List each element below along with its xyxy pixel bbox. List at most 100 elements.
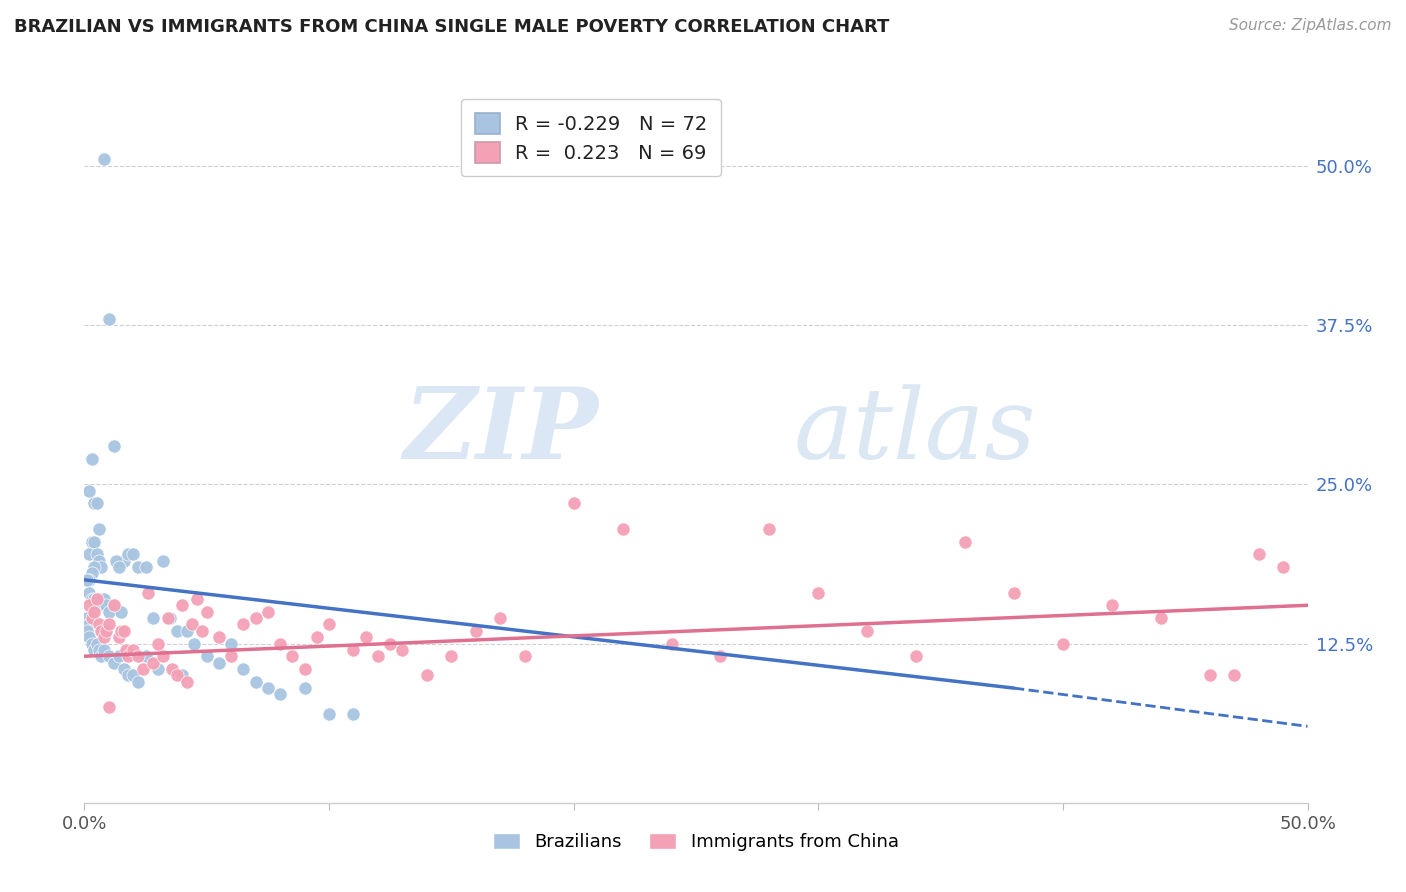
Point: [166, 668, 188, 682]
Point: [305, 630, 328, 644]
Point: [489, 611, 512, 625]
Text: ZIP: ZIP: [404, 384, 598, 480]
Point: [97, 649, 120, 664]
Point: [86, 496, 108, 510]
Point: [112, 554, 135, 568]
Point: [159, 611, 181, 625]
Point: [758, 522, 780, 536]
Point: [86, 636, 108, 650]
Point: [87, 554, 110, 568]
Point: [191, 624, 214, 638]
Point: [107, 630, 129, 644]
Point: [156, 611, 179, 625]
Point: [464, 624, 486, 638]
Point: [219, 636, 242, 650]
Point: [105, 554, 128, 568]
Point: [1052, 636, 1074, 650]
Point: [186, 591, 208, 606]
Point: [83, 643, 105, 657]
Point: [257, 681, 280, 695]
Point: [257, 605, 280, 619]
Point: [83, 560, 105, 574]
Point: [905, 649, 928, 664]
Point: [166, 624, 188, 638]
Point: [136, 585, 159, 599]
Point: [245, 674, 267, 689]
Point: [172, 599, 194, 613]
Point: [1150, 611, 1173, 625]
Point: [1198, 668, 1220, 682]
Point: [77, 617, 100, 632]
Point: [86, 591, 108, 606]
Point: [294, 681, 316, 695]
Point: [183, 636, 205, 650]
Point: [87, 522, 110, 536]
Legend: Brazilians, Immigrants from China: Brazilians, Immigrants from China: [486, 825, 905, 858]
Point: [269, 688, 291, 702]
Point: [1247, 547, 1270, 561]
Point: [110, 624, 132, 638]
Point: [80, 591, 103, 606]
Point: [93, 591, 115, 606]
Point: [181, 617, 204, 632]
Point: [127, 560, 149, 574]
Point: [83, 534, 105, 549]
Point: [112, 662, 135, 676]
Point: [96, 624, 118, 638]
Point: [83, 591, 105, 606]
Point: [117, 668, 139, 682]
Point: [103, 656, 125, 670]
Point: [93, 643, 115, 657]
Point: [77, 599, 100, 613]
Point: [80, 566, 103, 581]
Point: [87, 643, 110, 657]
Point: [77, 573, 100, 587]
Point: [127, 674, 149, 689]
Point: [87, 599, 110, 613]
Point: [76, 624, 98, 638]
Point: [90, 560, 112, 574]
Point: [354, 630, 377, 644]
Text: Source: ZipAtlas.com: Source: ZipAtlas.com: [1229, 18, 1392, 33]
Point: [440, 649, 463, 664]
Point: [380, 636, 402, 650]
Point: [135, 649, 157, 664]
Point: [122, 668, 145, 682]
Point: [110, 605, 132, 619]
Point: [391, 643, 413, 657]
Point: [162, 662, 184, 676]
Point: [219, 649, 242, 664]
Point: [1002, 585, 1025, 599]
Point: [97, 605, 120, 619]
Point: [208, 656, 231, 670]
Point: [294, 662, 316, 676]
Point: [127, 649, 149, 664]
Point: [152, 554, 174, 568]
Point: [80, 611, 103, 625]
Point: [90, 649, 112, 664]
Point: [90, 624, 112, 638]
Point: [146, 636, 169, 650]
Point: [97, 311, 120, 326]
Point: [80, 534, 103, 549]
Point: [612, 522, 634, 536]
Point: [96, 599, 118, 613]
Point: [103, 599, 125, 613]
Point: [86, 591, 108, 606]
Point: [103, 599, 125, 613]
Point: [93, 153, 115, 167]
Point: [132, 662, 155, 676]
Point: [195, 605, 218, 619]
Point: [142, 656, 165, 670]
Point: [77, 585, 100, 599]
Point: [807, 585, 830, 599]
Point: [97, 700, 120, 714]
Point: [117, 547, 139, 561]
Point: [83, 605, 105, 619]
Point: [122, 643, 145, 657]
Point: [172, 668, 194, 682]
Point: [232, 617, 254, 632]
Point: [135, 560, 157, 574]
Point: [87, 617, 110, 632]
Point: [269, 636, 291, 650]
